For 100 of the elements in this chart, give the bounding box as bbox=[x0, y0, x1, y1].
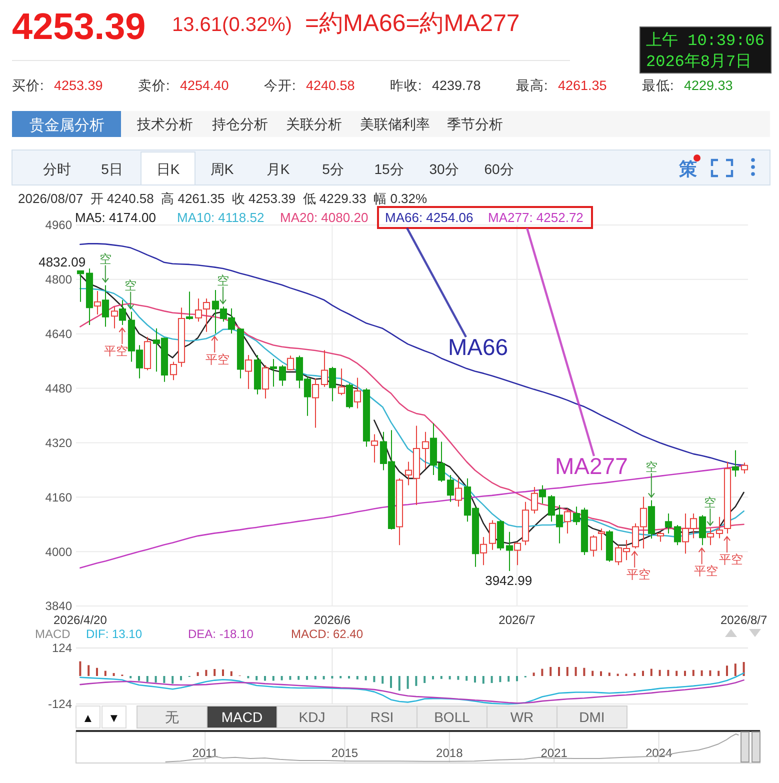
bar bbox=[642, 670, 644, 676]
candlestick bbox=[178, 307, 186, 368]
bar bbox=[466, 676, 468, 681]
bar bbox=[364, 676, 367, 680]
bar bbox=[96, 668, 98, 676]
bar bbox=[398, 676, 400, 691]
y-tick-label: 4320 bbox=[45, 436, 72, 450]
candlestick bbox=[118, 300, 126, 326]
candlestick bbox=[254, 354, 262, 395]
bar bbox=[499, 676, 502, 682]
annotation: 空 bbox=[704, 495, 716, 510]
bar bbox=[541, 668, 544, 676]
annotation: 平空 bbox=[104, 344, 128, 358]
annotation: 空 bbox=[99, 252, 112, 266]
text: 贵金属分析 bbox=[30, 117, 104, 134]
candlestick bbox=[194, 298, 202, 322]
text: 13.61(0.32%) bbox=[172, 14, 292, 36]
bar bbox=[104, 670, 106, 676]
text: 买价: bbox=[12, 78, 44, 93]
bar bbox=[88, 665, 90, 676]
text: 4261.35 bbox=[558, 78, 607, 93]
candlestick bbox=[102, 284, 110, 328]
bar bbox=[634, 673, 636, 676]
text: 2026年8月7日 bbox=[646, 53, 752, 71]
bar bbox=[516, 676, 518, 682]
text: MA277: 4252.72 bbox=[488, 210, 584, 225]
text: 15分 bbox=[374, 161, 404, 177]
bar bbox=[684, 670, 686, 676]
bar bbox=[415, 676, 418, 686]
candlestick bbox=[538, 484, 546, 504]
candlestick bbox=[564, 508, 572, 534]
annotation: 空 bbox=[645, 460, 658, 474]
candlestick bbox=[338, 368, 346, 396]
annotation: MA277 bbox=[555, 453, 628, 479]
x-tick-label: 2015 bbox=[331, 746, 358, 760]
text: 美联储利率 bbox=[360, 116, 430, 132]
text: MA20: 4080.20 bbox=[280, 210, 368, 225]
bar bbox=[172, 676, 174, 684]
bar bbox=[692, 670, 694, 676]
bar bbox=[154, 676, 157, 683]
text: MA5: 4174.00 bbox=[75, 210, 156, 225]
candlestick bbox=[110, 306, 118, 329]
candlestick bbox=[590, 534, 598, 558]
text: 月K bbox=[266, 161, 290, 177]
bar bbox=[230, 671, 232, 676]
y-tick-label: 4160 bbox=[45, 490, 72, 504]
candlestick bbox=[354, 377, 362, 409]
line-series bbox=[80, 679, 744, 704]
bar bbox=[314, 676, 316, 680]
x-tick-label: 2011 bbox=[192, 746, 218, 760]
candlestick bbox=[278, 364, 286, 386]
text: BOLL bbox=[434, 709, 470, 725]
bar bbox=[306, 676, 308, 680]
x-tick-label: 2026/7 bbox=[498, 613, 536, 627]
bar bbox=[163, 676, 166, 683]
x-tick-label: 2026/4/20 bbox=[54, 613, 108, 627]
text: 卖价: bbox=[138, 78, 170, 93]
text: 技术分析 bbox=[136, 116, 193, 132]
candlestick bbox=[698, 514, 706, 546]
candlestick bbox=[740, 462, 748, 474]
bar bbox=[146, 676, 148, 682]
bar bbox=[566, 666, 568, 676]
bar bbox=[406, 676, 409, 689]
candlestick bbox=[530, 486, 538, 514]
text: 无 bbox=[165, 709, 179, 725]
y-tick-label: 4960 bbox=[45, 218, 72, 232]
text: MA66: 4254.06 bbox=[385, 210, 474, 225]
chart-subtitle: 2026/08/07 开 4240.58 高 4261.35 收 4253.39 低 4229.33 幅 0.32% bbox=[18, 191, 428, 206]
candlestick bbox=[506, 531, 514, 572]
text: MACD: 62.40 bbox=[291, 627, 364, 641]
text: 最高: bbox=[516, 78, 548, 93]
bar bbox=[79, 661, 82, 676]
bar bbox=[390, 676, 392, 688]
candlestick bbox=[454, 478, 462, 508]
text: 4239.78 bbox=[432, 78, 481, 93]
bar bbox=[482, 676, 484, 684]
bar bbox=[196, 672, 199, 676]
text: ▲ bbox=[82, 711, 94, 725]
bar bbox=[322, 676, 325, 680]
text: 季节分析 bbox=[447, 116, 503, 132]
text: 4229.33 bbox=[684, 78, 733, 93]
bar bbox=[289, 676, 292, 680]
candlestick bbox=[496, 520, 504, 551]
candlestick bbox=[664, 512, 672, 534]
text: KDJ bbox=[298, 709, 326, 725]
text: ▼ bbox=[108, 711, 120, 725]
annotation: 平空 bbox=[719, 552, 743, 567]
text: DEA: -18.10 bbox=[188, 627, 254, 641]
text: 持仓分析 bbox=[212, 116, 268, 132]
candlestick bbox=[598, 528, 606, 551]
candlestick bbox=[706, 528, 714, 546]
candlestick bbox=[446, 474, 454, 502]
text: 5分 bbox=[322, 161, 344, 177]
annotation: 3942.99 bbox=[485, 572, 532, 588]
bar bbox=[583, 668, 586, 676]
bar bbox=[726, 666, 728, 676]
y-tick-label: 4000 bbox=[45, 544, 72, 559]
candlestick bbox=[346, 383, 354, 409]
bar bbox=[205, 670, 208, 676]
annotation: 空 bbox=[124, 278, 137, 293]
